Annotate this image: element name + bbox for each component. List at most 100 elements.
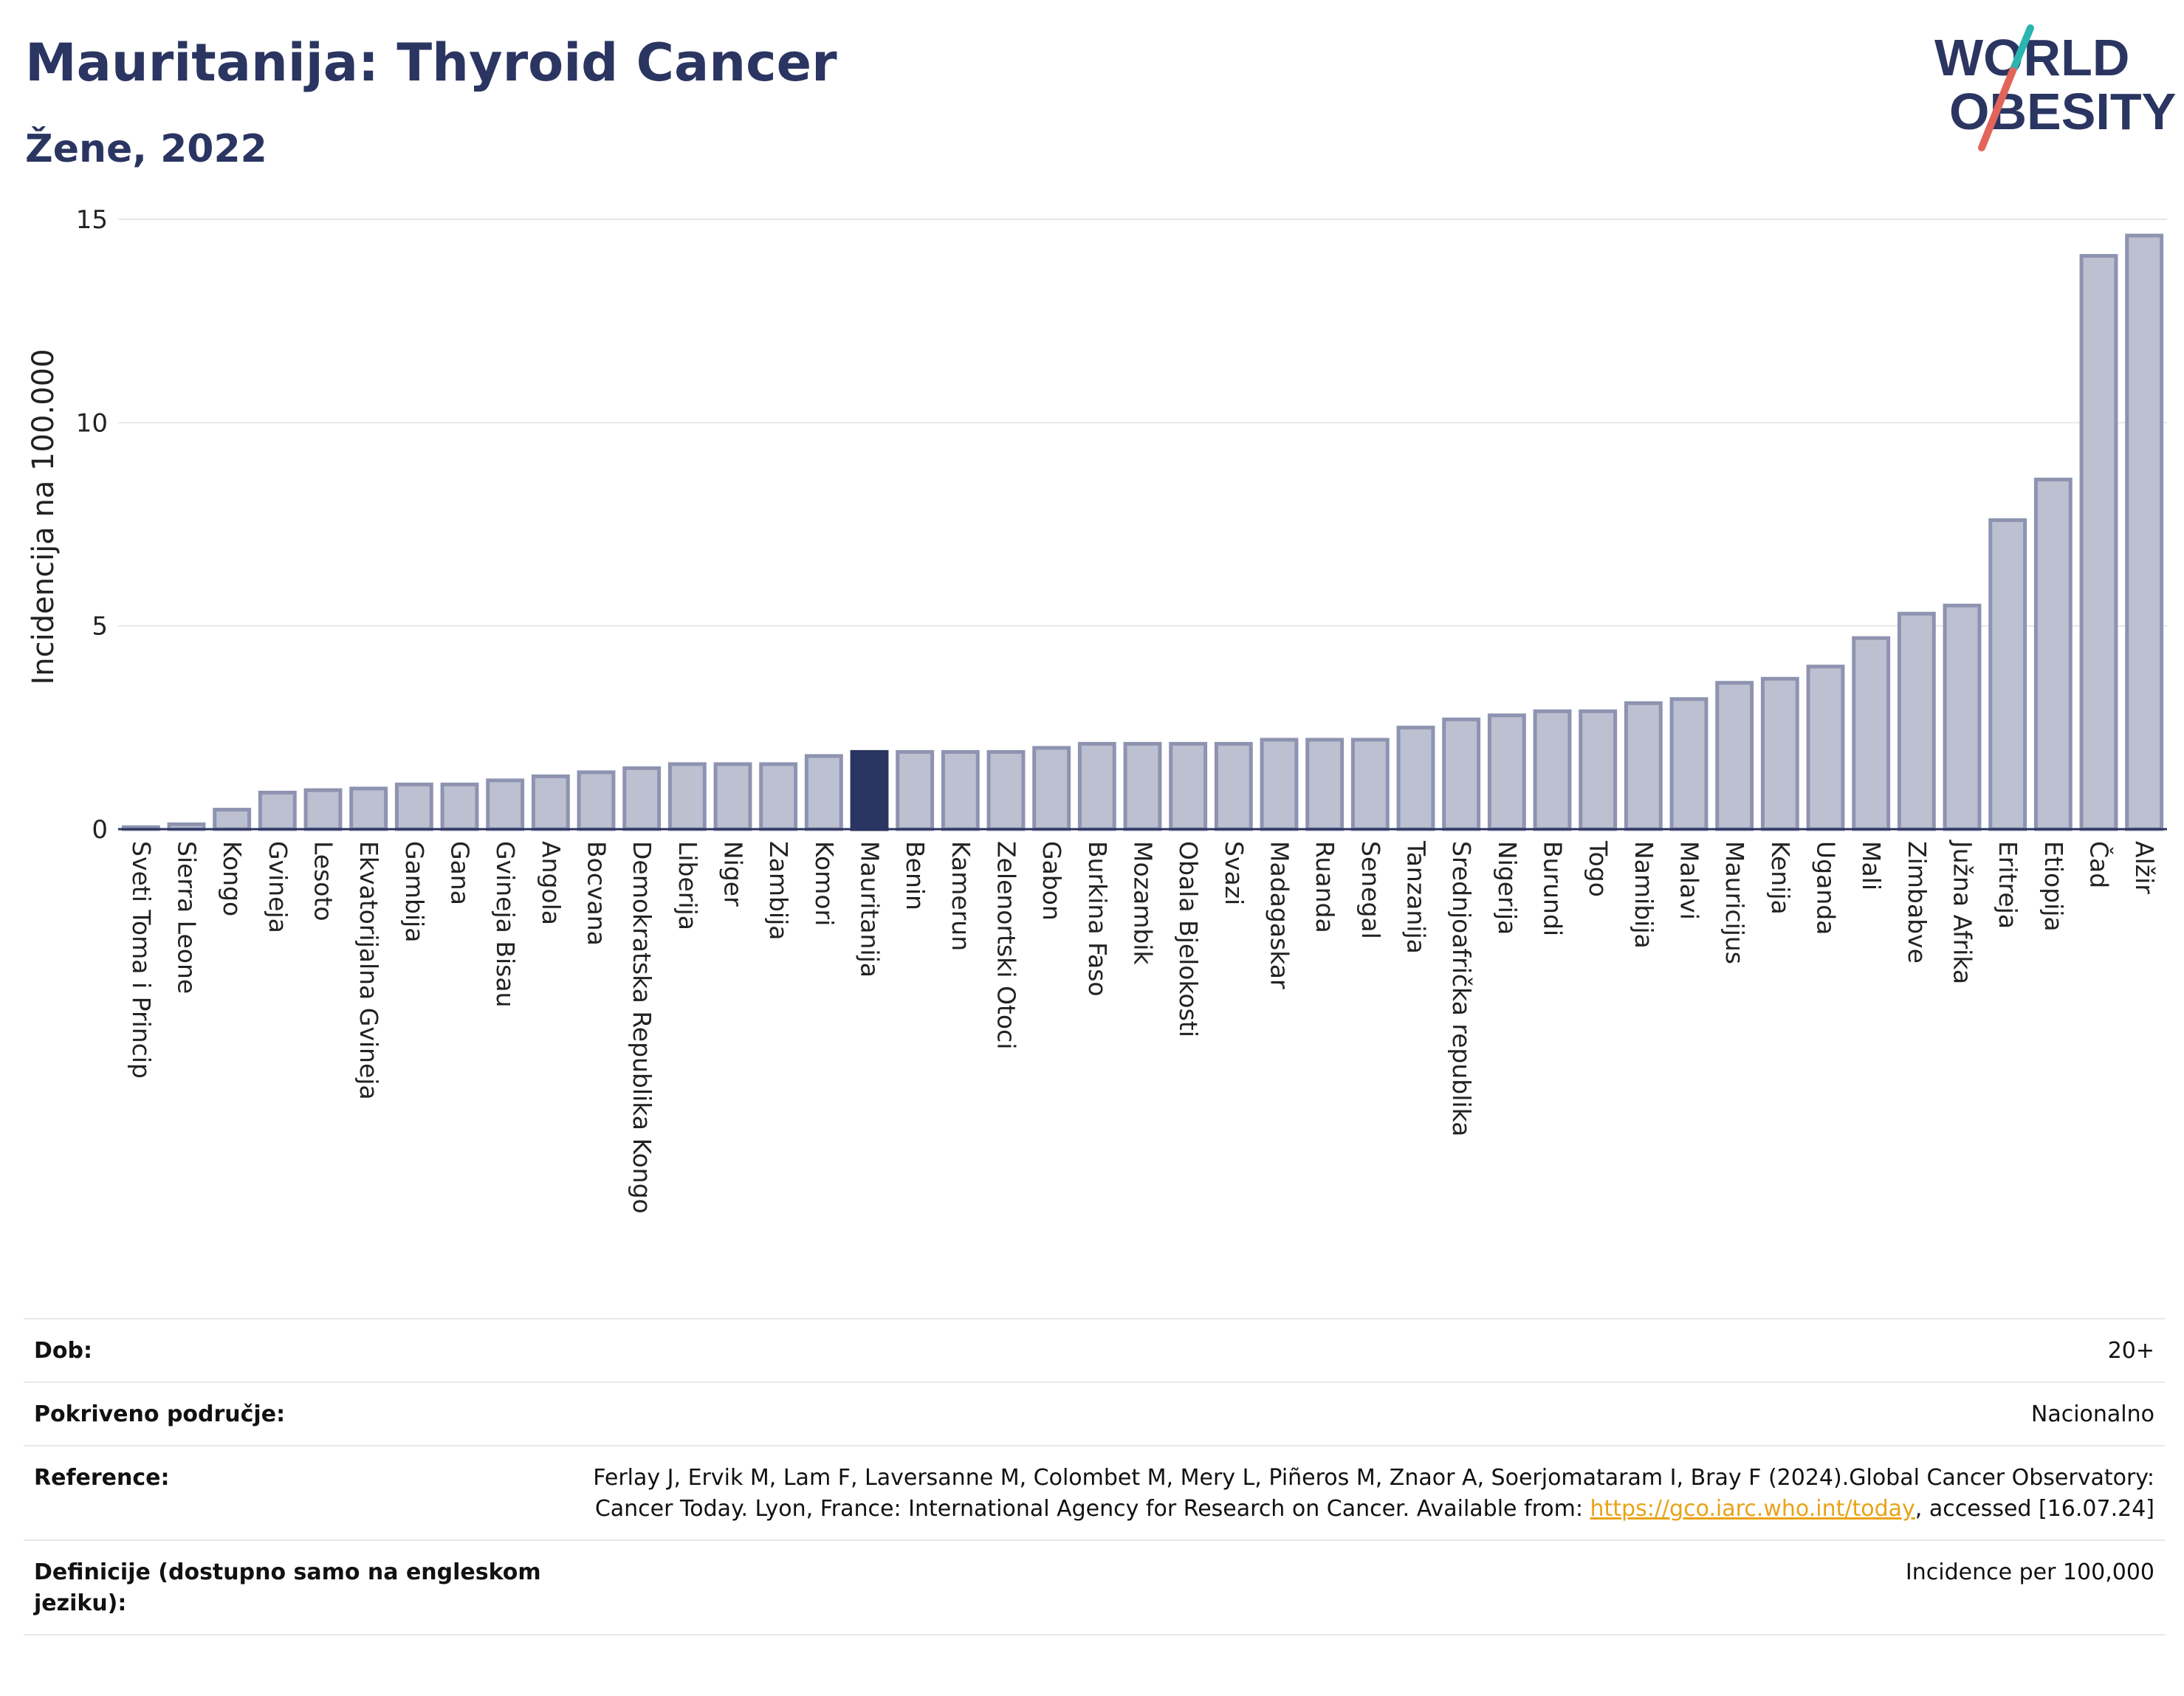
bar-tanzanija [1396, 725, 1435, 831]
x-tick-label: Malavi [1675, 841, 1704, 920]
bar-srednjoafrička-republika [1442, 717, 1481, 831]
bar-gvineja [258, 790, 297, 831]
x-tick-label: Togo [1584, 840, 1613, 897]
bar-mauricijus [1715, 681, 1754, 831]
bar-južna-afrika [1943, 603, 1982, 831]
bar-gabon [1032, 746, 1071, 831]
meta-value: Nacionalno [2030, 1401, 2154, 1427]
bar-uganda [1806, 665, 1845, 831]
x-tick-label: Bocvana [583, 841, 611, 946]
bar-zelenortski-otoci [986, 749, 1026, 831]
x-tick-label: Burundi [1539, 841, 1567, 936]
bar-demokratska-republika-kongo [622, 766, 662, 831]
bar-kenija [1760, 676, 1799, 831]
meta-label: Reference: [34, 1465, 170, 1491]
x-tick-label: Angola [537, 841, 566, 925]
reference-text: Ferlay J, Ervik M, Lam F, Laversanne M, … [593, 1465, 2154, 1522]
meta-value: 20+ [2107, 1338, 2154, 1364]
x-tick-label: Gvineja [264, 841, 292, 933]
x-tick-label: Mozambik [1129, 841, 1158, 965]
metadata-table: Dob: 20+ Pokriveno područje: Nacionalno … [24, 1318, 2165, 1635]
x-tick-label: Niger [719, 841, 748, 907]
x-tick-label: Mali [1857, 841, 1886, 890]
x-tick-label: Gvineja Bisau [491, 841, 520, 1008]
x-tick-label: Sierra Leone [173, 841, 202, 994]
bar-gana [440, 782, 479, 831]
x-tick-label: Kenija [1766, 841, 1795, 915]
x-tick-label: Mauricijus [1720, 841, 1749, 964]
bar-angola [531, 774, 570, 831]
y-tick-label: 10 [76, 408, 108, 438]
bars [118, 233, 2167, 831]
x-tick-label: Eritreja [1994, 841, 2022, 929]
bar-eritreja [1988, 518, 2027, 831]
bar-senegal [1350, 738, 1390, 831]
bar-liberija [667, 762, 707, 831]
bar-alžir [2125, 233, 2164, 831]
bar-mozambik [1123, 741, 1162, 831]
bar-benin [896, 749, 935, 831]
logo-line1: WORLD [1934, 29, 2129, 86]
x-tick-label: Srednjoafrička republika [1447, 841, 1476, 1136]
bar-bocvana [577, 770, 616, 831]
bar-namibija [1624, 701, 1663, 831]
x-tick-label: Etiopija [2039, 841, 2068, 932]
reference-accessed: , accessed [16.07.24] [1915, 1496, 2154, 1522]
world-obesity-logo: WORLD OBESITY [1934, 24, 2176, 151]
bar-etiopija [2033, 477, 2073, 831]
x-tick-label: Benin [901, 841, 930, 910]
meta-row-coverage: Pokriveno područje: Nacionalno [24, 1381, 2165, 1445]
x-tick-label: Uganda [1812, 841, 1841, 935]
x-tick-label: Zimbabve [1903, 841, 1931, 964]
bar-kongo [213, 808, 252, 831]
meta-row-age: Dob: 20+ [24, 1318, 2165, 1381]
chart-subtitle: Žene, 2022 [25, 127, 267, 171]
x-tick-label: Zelenortski Otoci [992, 841, 1021, 1049]
y-tick-labels: 0 5 10 15 [76, 205, 108, 845]
bar-čad [2079, 254, 2118, 831]
bar-burkina-faso [1077, 741, 1116, 831]
x-tick-label: Kamerun [947, 841, 975, 951]
bar-mali [1852, 636, 1891, 831]
grid-lines [118, 219, 2167, 627]
bar-zambija [759, 762, 798, 831]
bar-mauritanija [850, 749, 889, 831]
bar-togo [1579, 709, 1618, 831]
x-tick-label: Komori [810, 841, 839, 926]
bar-madagaskar [1260, 738, 1299, 831]
meta-value: Ferlay J, Ervik M, Lam F, Laversanne M, … [567, 1463, 2154, 1525]
y-tick-label: 5 [92, 612, 108, 642]
x-tick-label: Kongo [218, 841, 247, 916]
chart-title: Mauritanija: Thyroid Cancer [25, 32, 837, 93]
bar-gvineja-bisau [486, 778, 525, 831]
x-tick-label: Burkina Faso [1083, 841, 1112, 997]
meta-value: Incidence per 100,000 [1905, 1559, 2154, 1585]
x-tick-label: Senegal [1356, 841, 1385, 939]
x-tick-label: Gambija [400, 841, 429, 942]
meta-label: Dob: [34, 1338, 92, 1364]
x-tick-label: Zambija [764, 841, 793, 940]
x-tick-label: Gabon [1037, 841, 1066, 921]
meta-row-definitions: Definicije (dostupno samo na engleskom j… [24, 1539, 2165, 1635]
y-tick-label: 0 [92, 815, 108, 845]
bar-svazi [1214, 741, 1253, 831]
x-tick-label: Liberija [673, 841, 702, 930]
meta-label: Pokriveno područje: [34, 1401, 286, 1427]
x-tick-label: Lesoto [309, 841, 338, 921]
bar-malavi [1669, 697, 1709, 831]
x-tick-label: Obala Bjelokosti [1174, 841, 1203, 1037]
x-tick-labels: Sveti Toma i Princip Sierra Leone Kongo Gvi… [127, 840, 2159, 1214]
x-tick-label: Sveti Toma i Princip [127, 841, 156, 1079]
x-tick-label: Mauritanija [856, 841, 885, 978]
reference-link[interactable]: https://gco.iarc.who.int/today [1590, 1496, 1915, 1522]
bar-nigerija [1487, 713, 1526, 831]
x-tick-label: Alžir [2130, 841, 2159, 894]
x-tick-label: Tanzanija [1402, 840, 1431, 954]
bar-obala-bjelokosti [1169, 741, 1208, 831]
y-axis-title: Incidencija na 100.000 [27, 349, 61, 684]
x-tick-label: Demokratska Republika Kongo [628, 841, 656, 1214]
bar-komori [804, 754, 843, 831]
bar-lesoto [303, 788, 343, 831]
x-tick-label: Gana [446, 841, 475, 905]
meta-row-reference: Reference: Ferlay J, Ervik M, Lam F, Lav… [24, 1445, 2165, 1539]
